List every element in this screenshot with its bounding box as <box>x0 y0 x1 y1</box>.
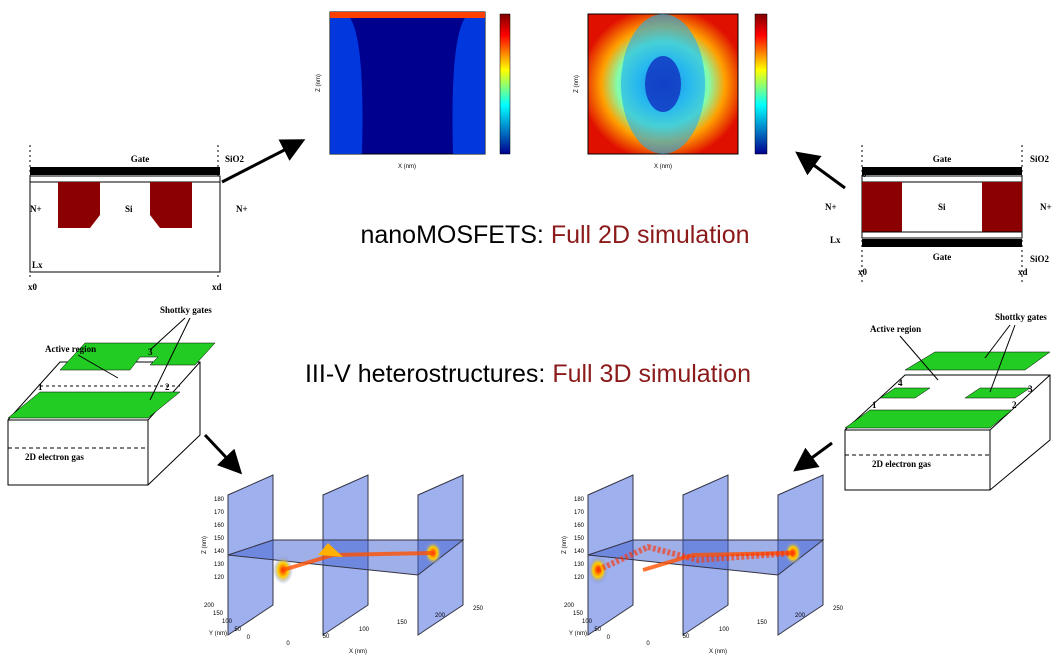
tick-label: 140 <box>214 549 225 555</box>
label: Lx <box>32 260 43 270</box>
tick-label: 0 <box>247 635 251 641</box>
tick-label: 150 <box>214 536 225 542</box>
tick-label: 50 <box>594 627 601 633</box>
heading-prefix: nanoMOSFETS: <box>360 221 550 249</box>
label: N+ <box>236 204 248 214</box>
tick-label: 180 <box>214 497 225 503</box>
label: 1 <box>872 400 877 410</box>
tick-label: 100 <box>582 619 593 625</box>
tick-label: 160 <box>214 523 225 529</box>
label: xd <box>212 282 222 292</box>
figure: nanoMOSFETS: Full 2D simulation III-V he… <box>0 0 1061 667</box>
tick-label: 100 <box>719 627 730 633</box>
label: 2 <box>165 382 170 392</box>
tick-label: 180 <box>574 497 585 503</box>
label: 0 <box>862 169 867 179</box>
hemt-right: Active region Shottky gates 2D electron … <box>845 312 1050 490</box>
label: 2D electron gas <box>872 459 931 469</box>
label: N+ <box>30 204 42 214</box>
label: 3 <box>148 347 153 357</box>
tick-label: 150 <box>397 620 408 626</box>
label: SiO2 <box>225 154 245 164</box>
tick-label: 0 <box>646 641 650 647</box>
tick-label: 200 <box>564 603 575 609</box>
tick-label: 150 <box>574 536 585 542</box>
label: SiO2 <box>1030 154 1050 164</box>
label: Active region <box>45 344 96 354</box>
axis-label: Z (nm) <box>562 536 568 554</box>
label: 1 <box>38 382 43 392</box>
heatmap: X (nm) Z (nm) <box>574 14 767 170</box>
axis-label: Z (nm) <box>202 536 208 554</box>
label: Gate <box>933 252 952 262</box>
tick-label: 170 <box>214 510 225 516</box>
tick-label: 50 <box>323 634 330 640</box>
tick-label: 150 <box>213 611 224 617</box>
tick-label: 120 <box>214 575 225 581</box>
label: x0 <box>28 282 38 292</box>
label: Active region <box>870 324 921 334</box>
label: Si <box>125 204 133 214</box>
tick-label: 100 <box>222 619 233 625</box>
label: 3 <box>1028 384 1033 394</box>
axis-label: X (nm) <box>398 164 416 170</box>
label: x0 <box>858 267 868 277</box>
heading: nanoMOSFETS: Full 2D simulation <box>360 221 749 249</box>
heading-emphasis: Full 3D simulation <box>552 360 751 388</box>
tick-label: 140 <box>574 549 585 555</box>
label: 4 <box>898 378 903 388</box>
arrows <box>205 142 845 470</box>
tick-label: 50 <box>234 627 241 633</box>
tick-label: 0 <box>607 635 611 641</box>
tick-label: 200 <box>204 603 215 609</box>
axis-label: Y (nm) <box>209 631 227 637</box>
tick-label: 150 <box>757 620 768 626</box>
axis-label: X (nm) <box>654 164 672 170</box>
tick-label: 130 <box>214 562 225 568</box>
label: Shottky gates <box>160 305 212 315</box>
tick-label: 120 <box>574 575 585 581</box>
tick-label: 200 <box>795 613 806 619</box>
heading-emphasis: Full 2D simulation <box>551 221 750 249</box>
label: 2D electron gas <box>25 452 84 462</box>
plot-3d: 1801701601501401301202001501005000501001… <box>562 475 844 655</box>
heading-prefix: III-V heterostructures: <box>305 360 552 388</box>
label: Gate <box>131 154 150 164</box>
label: Lx <box>830 235 841 245</box>
axis-label: Z (nm) <box>316 74 322 92</box>
tick-label: 130 <box>574 562 585 568</box>
tick-label: 50 <box>683 634 690 640</box>
axis-label: X (nm) <box>709 649 727 655</box>
mosfet-single: Gate SiO2 0 N+ N+ Si Lx x0 xd <box>28 145 248 292</box>
axis-label: Z (nm) <box>574 75 580 93</box>
tick-label: 250 <box>473 606 484 612</box>
tick-label: 170 <box>574 510 585 516</box>
axis-label: Y (nm) <box>569 631 587 637</box>
label: Shottky gates <box>995 312 1047 322</box>
hemt-left: Active region Shottky gates 2D electron … <box>8 305 215 485</box>
label: SiO2 <box>1030 254 1050 264</box>
label: xd <box>1018 267 1028 277</box>
plot-3d: 1801701601501401301202001501005000501001… <box>202 475 484 655</box>
tick-label: 200 <box>435 613 446 619</box>
label: N+ <box>825 202 837 212</box>
tick-label: 100 <box>359 627 370 633</box>
label: 2 <box>1012 400 1017 410</box>
label: 0 <box>33 167 38 177</box>
tick-label: 160 <box>574 523 585 529</box>
tick-label: 150 <box>573 611 584 617</box>
axis-label: X (nm) <box>349 649 367 655</box>
heading: III-V heterostructures: Full 3D simulati… <box>305 360 751 388</box>
label: Gate <box>933 154 952 164</box>
tick-label: 0 <box>286 641 290 647</box>
tick-label: 250 <box>833 606 844 612</box>
label: N+ <box>1040 202 1052 212</box>
label: Si <box>938 202 946 212</box>
mosfet-double: Gate SiO2 0 N+ N+ Si Lx Gate SiO2 x0 xd <box>825 145 1052 285</box>
heatmap: X (nm) Z (nm) <box>316 12 510 170</box>
